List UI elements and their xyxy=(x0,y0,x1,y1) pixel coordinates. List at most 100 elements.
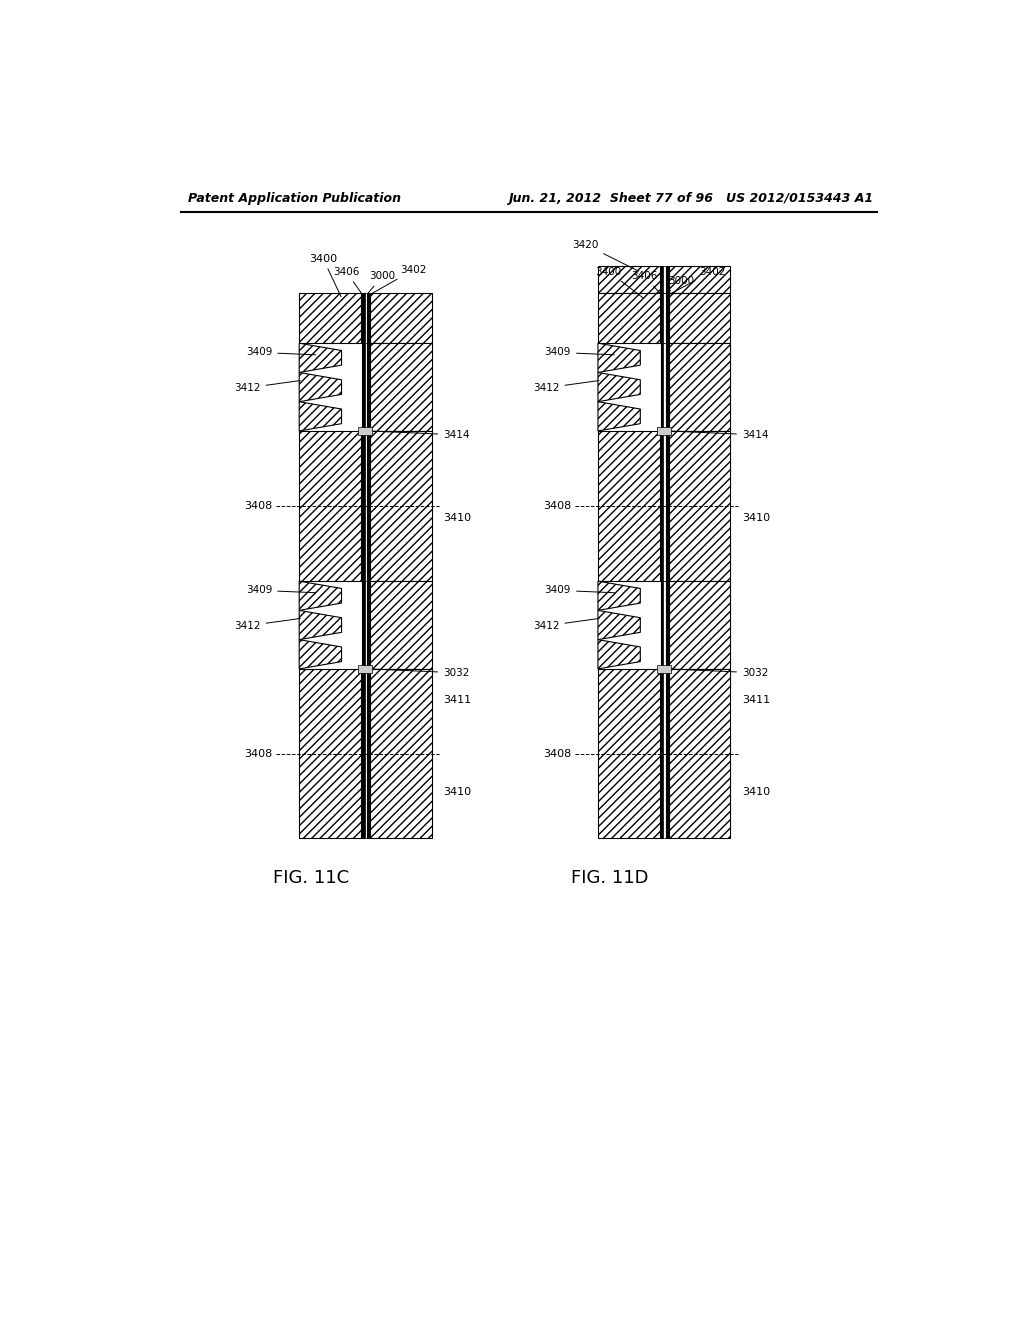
Bar xyxy=(598,430,659,581)
Polygon shape xyxy=(299,610,342,640)
Bar xyxy=(666,267,668,293)
Text: 3409: 3409 xyxy=(246,347,315,358)
Text: 3410: 3410 xyxy=(443,787,471,797)
Polygon shape xyxy=(299,343,342,372)
Bar xyxy=(666,669,668,838)
Bar xyxy=(666,430,668,581)
Bar xyxy=(662,267,664,293)
Bar xyxy=(664,343,666,430)
Text: 3410: 3410 xyxy=(742,787,770,797)
Bar xyxy=(370,430,432,581)
Bar xyxy=(662,293,664,343)
Bar xyxy=(358,665,373,673)
Text: 3410: 3410 xyxy=(742,513,770,523)
Bar xyxy=(669,267,730,293)
Bar xyxy=(367,669,370,838)
Bar xyxy=(666,343,668,430)
Text: Jun. 21, 2012  Sheet 77 of 96: Jun. 21, 2012 Sheet 77 of 96 xyxy=(508,191,713,205)
Bar xyxy=(299,293,360,343)
Text: US 2012/0153443 A1: US 2012/0153443 A1 xyxy=(726,191,873,205)
Text: 3000: 3000 xyxy=(368,271,395,293)
Bar xyxy=(362,343,365,430)
Bar xyxy=(362,669,365,838)
Bar xyxy=(370,343,432,430)
Bar xyxy=(365,293,367,343)
Bar xyxy=(365,343,367,430)
Bar xyxy=(669,343,730,430)
Bar xyxy=(367,430,370,581)
Bar xyxy=(598,669,659,838)
Bar xyxy=(669,430,730,581)
Bar xyxy=(662,669,664,838)
Bar xyxy=(367,581,370,669)
Bar xyxy=(666,293,668,343)
Text: 3409: 3409 xyxy=(545,585,614,595)
Bar xyxy=(664,581,666,669)
Text: 3414: 3414 xyxy=(373,430,470,440)
Text: 3409: 3409 xyxy=(246,585,315,595)
Text: 3402: 3402 xyxy=(371,265,426,294)
Polygon shape xyxy=(299,401,342,430)
Text: 3411: 3411 xyxy=(443,694,471,705)
Polygon shape xyxy=(598,343,640,372)
Text: 3408: 3408 xyxy=(543,748,571,759)
Bar xyxy=(666,581,668,669)
Text: 3410: 3410 xyxy=(443,513,471,523)
Polygon shape xyxy=(299,372,342,401)
Text: 3412: 3412 xyxy=(234,619,300,631)
Bar xyxy=(365,430,367,581)
Bar xyxy=(657,428,671,434)
Bar xyxy=(664,430,666,581)
Bar xyxy=(598,267,659,293)
Bar xyxy=(664,267,666,293)
Polygon shape xyxy=(598,401,640,430)
Text: 3402: 3402 xyxy=(670,267,725,294)
Polygon shape xyxy=(598,610,640,640)
Bar xyxy=(662,581,664,669)
Text: 3032: 3032 xyxy=(373,668,470,677)
Polygon shape xyxy=(299,581,342,610)
Bar xyxy=(362,293,365,343)
Text: 3406: 3406 xyxy=(632,271,660,293)
Text: FIG. 11C: FIG. 11C xyxy=(273,869,349,887)
Bar xyxy=(299,430,360,581)
Text: 3400: 3400 xyxy=(309,253,341,297)
Bar xyxy=(299,669,360,838)
Text: 3408: 3408 xyxy=(543,502,571,511)
Polygon shape xyxy=(299,640,342,669)
Text: 3412: 3412 xyxy=(234,380,300,393)
Bar xyxy=(662,430,664,581)
Bar xyxy=(370,293,432,343)
Bar xyxy=(365,581,367,669)
Bar xyxy=(362,581,365,669)
Text: FIG. 11D: FIG. 11D xyxy=(571,869,648,887)
Text: 3000: 3000 xyxy=(667,276,694,293)
Text: 3411: 3411 xyxy=(742,694,770,705)
Bar xyxy=(362,430,365,581)
Bar xyxy=(664,669,666,838)
Text: 3400: 3400 xyxy=(596,267,643,297)
Text: 3409: 3409 xyxy=(545,347,614,358)
Bar xyxy=(370,669,432,838)
Text: 3414: 3414 xyxy=(672,430,768,440)
Bar xyxy=(367,293,370,343)
Polygon shape xyxy=(598,640,640,669)
Bar xyxy=(669,581,730,669)
Text: 3032: 3032 xyxy=(672,668,768,677)
Polygon shape xyxy=(598,372,640,401)
Bar xyxy=(669,293,730,343)
Polygon shape xyxy=(598,581,640,610)
Text: 3420: 3420 xyxy=(572,240,639,271)
Bar xyxy=(598,293,659,343)
Bar xyxy=(367,343,370,430)
Bar xyxy=(669,669,730,838)
Bar xyxy=(662,343,664,430)
Bar xyxy=(358,428,373,434)
Text: 3412: 3412 xyxy=(532,619,599,631)
Text: 3408: 3408 xyxy=(244,748,272,759)
Bar xyxy=(365,669,367,838)
Text: 3408: 3408 xyxy=(244,502,272,511)
Bar xyxy=(370,581,432,669)
Text: Patent Application Publication: Patent Application Publication xyxy=(188,191,401,205)
Text: 3406: 3406 xyxy=(333,267,361,293)
